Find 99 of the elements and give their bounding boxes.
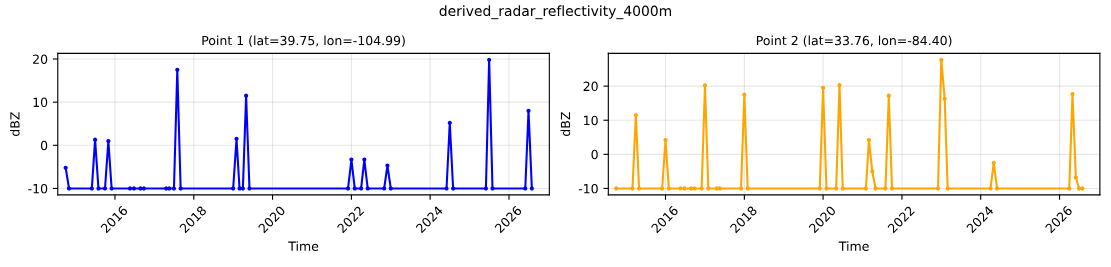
point [167, 186, 172, 191]
y-tick-label: 10 [33, 97, 48, 108]
point [362, 157, 367, 162]
point [526, 108, 531, 113]
point [237, 186, 242, 191]
point [109, 186, 114, 191]
point [138, 186, 143, 191]
point [745, 186, 750, 191]
y-axis-title: dBZ [9, 112, 20, 136]
y-tick-label: 0 [591, 149, 598, 160]
point [244, 93, 249, 98]
point [870, 169, 875, 174]
point [630, 186, 635, 191]
point [234, 136, 239, 141]
point [447, 120, 452, 125]
point [666, 186, 671, 191]
point [106, 138, 111, 144]
y-tick-label: 0 [40, 140, 48, 151]
point [614, 186, 619, 191]
point [633, 113, 638, 118]
point [837, 83, 842, 88]
point [529, 186, 534, 191]
point [738, 186, 744, 191]
point [345, 186, 351, 191]
y-axis-title: dBZ [560, 112, 571, 136]
point [359, 186, 364, 191]
point [1076, 186, 1082, 191]
point [817, 186, 822, 191]
point [96, 186, 101, 191]
point [942, 96, 947, 101]
point [89, 186, 94, 191]
point [175, 67, 180, 72]
point [385, 163, 390, 168]
point [247, 186, 252, 191]
point [935, 186, 941, 191]
text: derived_radar_reflectivity_4000m [439, 5, 672, 20]
point [349, 157, 354, 162]
point [451, 186, 456, 191]
point [883, 186, 888, 191]
point [889, 186, 895, 191]
point [171, 186, 177, 191]
point [1067, 186, 1072, 191]
point [444, 186, 449, 191]
x-axis-title: Time [288, 241, 319, 251]
point [742, 92, 747, 97]
point [66, 186, 72, 191]
point [490, 186, 495, 191]
point [863, 186, 869, 191]
x-axis-title: Time [838, 241, 869, 251]
point [873, 186, 878, 191]
point [164, 186, 169, 191]
point [487, 57, 492, 62]
point [699, 186, 704, 191]
chart-title: Point 1 (lat=39.75, lon=-104.99) [202, 35, 405, 47]
point [483, 186, 488, 191]
point [663, 137, 668, 143]
point [1073, 175, 1078, 180]
point [231, 186, 236, 191]
point [127, 186, 133, 191]
point [991, 160, 996, 165]
y-tick-label: 20 [33, 54, 48, 64]
point [706, 186, 711, 191]
point [63, 165, 68, 170]
point [717, 186, 722, 191]
point [102, 186, 108, 191]
point [636, 186, 642, 191]
point [382, 186, 387, 191]
point [824, 186, 829, 191]
point [840, 186, 845, 191]
chart-title: Point 2 (lat=33.76, lon=-84.40) [756, 35, 952, 47]
point [178, 186, 183, 191]
point [995, 186, 1000, 191]
point [240, 186, 245, 191]
point [660, 186, 665, 191]
point [1080, 186, 1085, 191]
point [939, 57, 944, 62]
y-tick-label: -10 [578, 183, 598, 194]
y-tick-label: -10 [28, 183, 48, 194]
point [93, 137, 98, 142]
point [714, 186, 719, 191]
point [141, 186, 146, 191]
point [388, 186, 393, 191]
point [688, 186, 694, 191]
point [821, 85, 826, 90]
point [365, 186, 370, 191]
point [1070, 91, 1075, 97]
point [988, 186, 993, 191]
point [352, 186, 357, 191]
point [131, 186, 137, 191]
point [834, 186, 839, 191]
y-tick-label: 10 [584, 115, 598, 126]
point [682, 186, 687, 191]
point [523, 186, 528, 191]
point [866, 137, 872, 143]
point [945, 186, 950, 191]
point [702, 83, 708, 88]
point [886, 93, 891, 98]
y-tick-label: 20 [583, 81, 598, 92]
point [692, 186, 697, 191]
